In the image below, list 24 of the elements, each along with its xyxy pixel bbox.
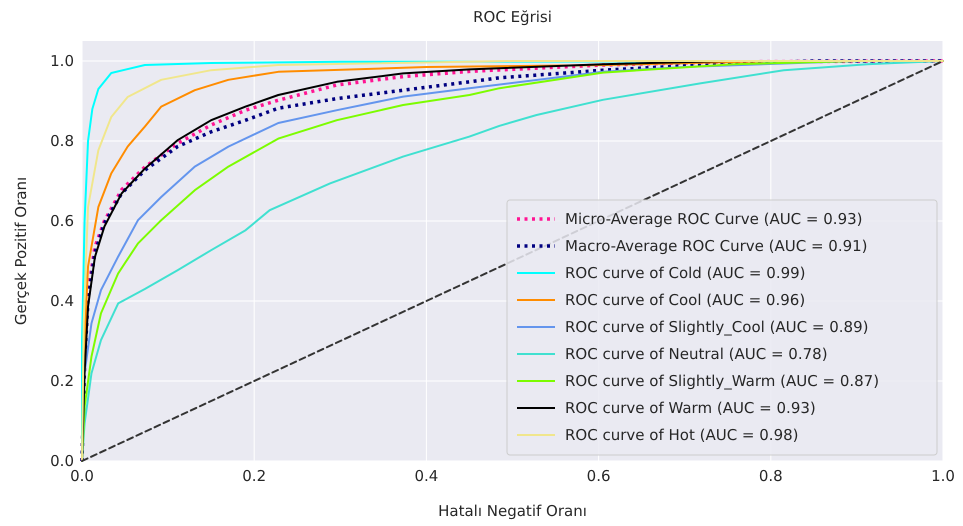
y-axis-title: Gerçek Pozitif Oranı [12, 176, 30, 326]
x-tick-label: 0.4 [414, 467, 438, 485]
legend-label: ROC curve of Slightly_Warm (AUC = 0.87) [565, 372, 880, 390]
x-tick-label: 0.6 [586, 467, 611, 485]
y-tick-label: 1.0 [50, 52, 74, 70]
legend-label: ROC curve of Slightly_Cool (AUC = 0.89) [565, 318, 868, 336]
y-tick-label: 0.6 [50, 212, 74, 230]
y-tick-label: 0.2 [50, 372, 74, 390]
chart-title: ROC Eğrisi [473, 8, 552, 26]
x-tick-label: 1.0 [931, 467, 955, 485]
legend-label: ROC curve of Hot (AUC = 0.98) [565, 426, 799, 444]
x-tick-label: 0.2 [242, 467, 266, 485]
legend-label: Macro-Average ROC Curve (AUC = 0.91) [565, 237, 868, 255]
legend-label: ROC curve of Cool (AUC = 0.96) [565, 291, 806, 309]
y-tick-label: 0.0 [50, 452, 74, 470]
legend-label: Micro-Average ROC Curve (AUC = 0.93) [565, 210, 863, 228]
legend-label: ROC curve of Warm (AUC = 0.93) [565, 399, 816, 417]
legend-label: ROC curve of Cold (AUC = 0.99) [565, 264, 806, 282]
y-tick-label: 0.4 [50, 292, 74, 310]
x-tick-label: 0.8 [758, 467, 783, 485]
y-tick-label: 0.8 [50, 132, 74, 150]
x-axis-title: Hatalı Negatif Oranı [438, 502, 587, 520]
x-tick-label: 0.0 [70, 467, 94, 485]
legend-label: ROC curve of Neutral (AUC = 0.78) [565, 345, 828, 363]
